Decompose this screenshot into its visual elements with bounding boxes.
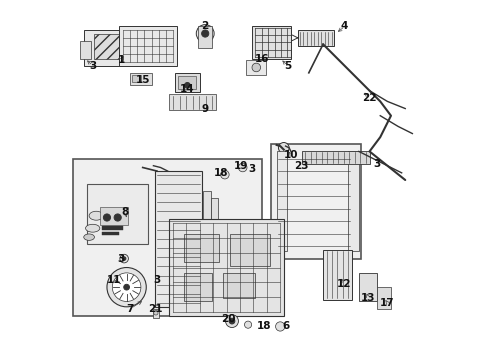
Bar xyxy=(298,30,333,46)
Text: 18: 18 xyxy=(214,168,228,178)
Circle shape xyxy=(107,267,146,307)
Circle shape xyxy=(120,254,128,263)
Bar xyxy=(276,152,287,251)
Bar xyxy=(183,234,219,262)
Bar xyxy=(246,60,265,75)
Bar xyxy=(155,171,201,307)
Text: 22: 22 xyxy=(362,93,376,103)
Bar xyxy=(183,273,212,301)
Bar xyxy=(198,26,212,48)
Bar xyxy=(169,219,283,316)
Bar xyxy=(73,158,262,316)
Bar xyxy=(80,41,91,59)
Bar xyxy=(87,184,148,244)
Text: 3: 3 xyxy=(118,253,124,264)
Bar xyxy=(100,207,128,225)
Circle shape xyxy=(196,24,214,42)
Text: 11: 11 xyxy=(107,275,121,285)
Text: 12: 12 xyxy=(337,279,351,289)
Text: 3: 3 xyxy=(89,61,96,71)
Text: 1: 1 xyxy=(118,55,124,65)
Circle shape xyxy=(275,322,285,331)
Bar xyxy=(358,273,376,301)
Bar xyxy=(132,75,141,82)
Bar xyxy=(169,94,216,111)
Circle shape xyxy=(112,273,141,301)
Text: 7: 7 xyxy=(126,303,134,314)
Text: 23: 23 xyxy=(294,161,308,171)
Bar xyxy=(323,249,351,300)
Text: 13: 13 xyxy=(360,293,374,303)
Bar xyxy=(153,309,159,318)
Bar xyxy=(102,226,123,230)
Circle shape xyxy=(220,170,229,179)
Bar xyxy=(178,76,196,89)
Circle shape xyxy=(103,214,110,221)
Circle shape xyxy=(251,63,260,72)
Text: 6: 6 xyxy=(282,321,288,332)
Text: 19: 19 xyxy=(233,161,247,171)
Ellipse shape xyxy=(85,224,100,232)
Circle shape xyxy=(238,163,246,172)
Circle shape xyxy=(184,82,190,88)
Bar xyxy=(130,73,151,85)
Text: 20: 20 xyxy=(221,314,235,324)
Text: 3: 3 xyxy=(372,159,380,169)
Circle shape xyxy=(225,315,238,328)
Bar xyxy=(223,273,255,298)
Text: 9: 9 xyxy=(201,104,208,113)
Ellipse shape xyxy=(83,234,94,240)
Circle shape xyxy=(201,30,208,37)
Circle shape xyxy=(244,321,251,328)
Circle shape xyxy=(278,143,288,153)
Circle shape xyxy=(153,311,158,315)
Bar xyxy=(83,30,123,66)
Bar xyxy=(376,287,390,309)
Text: 14: 14 xyxy=(180,84,194,94)
Bar xyxy=(119,26,176,66)
Bar xyxy=(301,152,369,164)
Text: 17: 17 xyxy=(379,298,394,308)
Bar xyxy=(271,144,360,258)
Text: 15: 15 xyxy=(135,75,150,85)
Text: 3: 3 xyxy=(247,164,255,174)
Ellipse shape xyxy=(89,211,103,220)
Bar xyxy=(175,73,200,93)
Bar xyxy=(251,26,290,59)
Text: 5: 5 xyxy=(283,61,290,71)
Text: 21: 21 xyxy=(148,303,162,314)
Bar xyxy=(230,234,269,266)
Bar xyxy=(94,33,119,59)
Bar xyxy=(102,232,119,235)
Circle shape xyxy=(114,214,121,221)
Text: 2: 2 xyxy=(201,21,208,31)
Circle shape xyxy=(122,257,125,260)
Bar xyxy=(347,152,358,251)
Circle shape xyxy=(229,318,234,324)
Text: 16: 16 xyxy=(255,54,269,64)
Text: 3: 3 xyxy=(153,275,160,285)
Text: 8: 8 xyxy=(121,207,128,217)
Text: 18: 18 xyxy=(256,321,271,332)
Text: 4: 4 xyxy=(340,21,347,31)
Bar xyxy=(210,198,217,273)
Bar xyxy=(203,191,210,280)
Circle shape xyxy=(123,284,129,290)
Text: 10: 10 xyxy=(283,150,298,160)
